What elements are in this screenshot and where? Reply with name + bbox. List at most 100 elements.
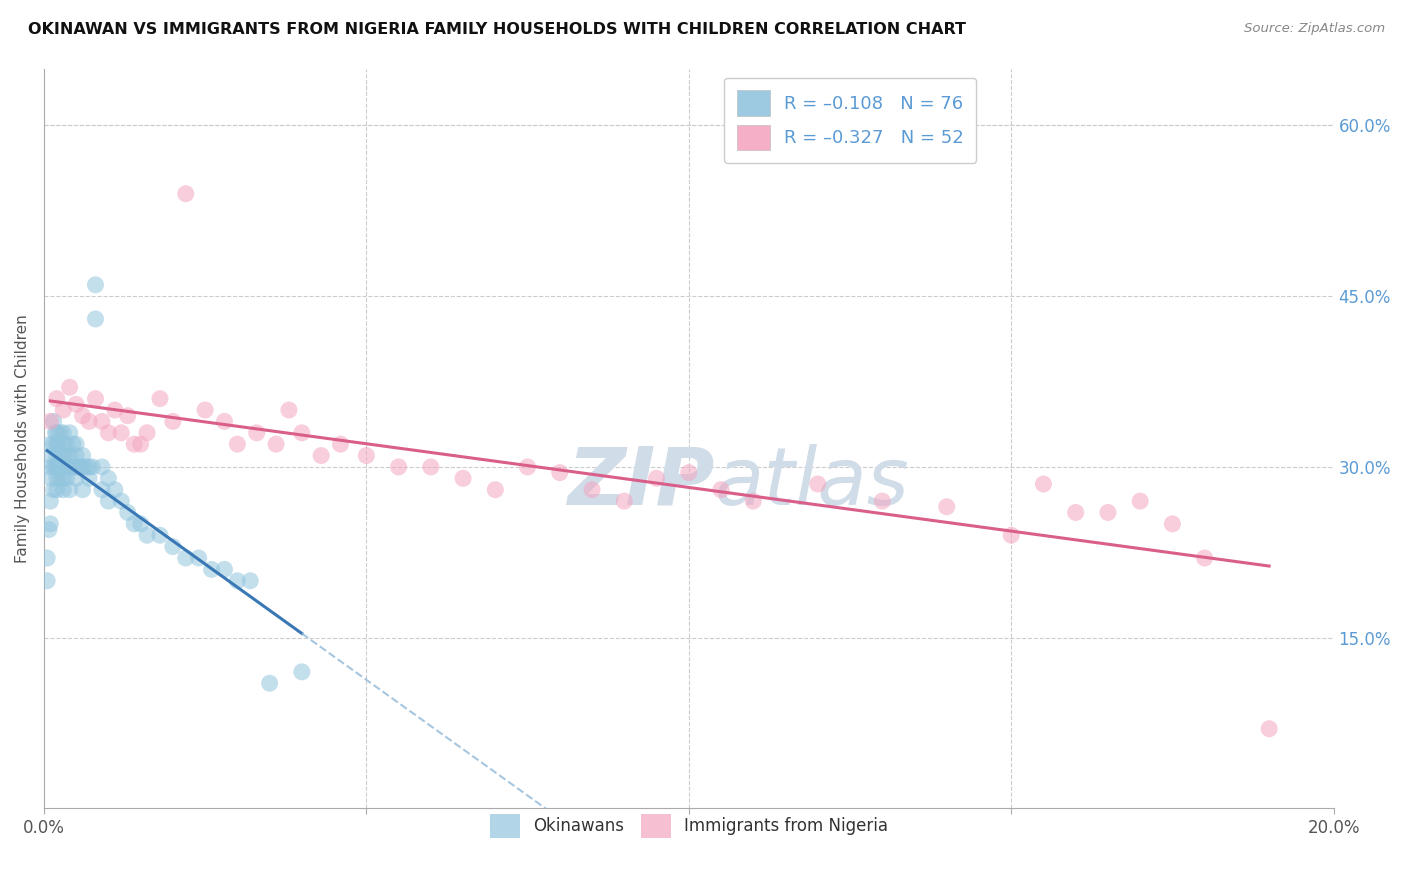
Point (45, 449, 67, 463)
Point (1064, 506, 1087, 520)
Point (136, 528, 159, 542)
Point (149, 392, 172, 406)
Point (90, 459, 112, 474)
Point (419, 459, 441, 474)
Point (742, 494, 765, 508)
Point (77, 471, 100, 485)
Point (46, 437, 69, 451)
Point (90, 483, 112, 497)
Point (1129, 494, 1152, 508)
Point (264, 437, 287, 451)
Point (935, 500, 957, 514)
Point (613, 494, 636, 508)
Point (67, 459, 90, 474)
Point (59, 459, 82, 474)
Point (356, 449, 378, 463)
Point (214, 414, 236, 428)
Point (72, 409, 94, 423)
Point (55, 449, 77, 463)
Point (214, 562, 236, 576)
Point (239, 574, 262, 588)
Point (38, 523, 60, 537)
Point (72, 449, 94, 463)
Point (52, 449, 75, 463)
Point (45, 471, 67, 485)
Point (129, 516, 152, 531)
Point (72, 483, 94, 497)
Point (59, 380, 82, 394)
Point (226, 437, 249, 451)
Point (65, 459, 87, 474)
Text: atlas: atlas (714, 444, 910, 522)
Point (52, 437, 75, 451)
Point (117, 506, 139, 520)
Point (72, 459, 94, 474)
Point (174, 186, 197, 201)
Point (65, 471, 87, 485)
Point (162, 414, 184, 428)
Point (149, 528, 172, 542)
Y-axis label: Family Households with Children: Family Households with Children (15, 314, 30, 563)
Point (97, 494, 120, 508)
Point (309, 449, 332, 463)
Point (45, 437, 67, 451)
Point (187, 551, 209, 566)
Point (39, 516, 62, 531)
Point (129, 437, 152, 451)
Point (484, 483, 506, 497)
Point (77, 414, 100, 428)
Point (62, 459, 84, 474)
Point (82, 459, 104, 474)
Point (200, 562, 222, 576)
Point (42, 437, 65, 451)
Point (55, 437, 77, 451)
Point (45, 483, 67, 497)
Point (259, 676, 281, 690)
Point (59, 449, 82, 463)
Point (387, 459, 409, 474)
Point (122, 516, 145, 531)
Point (104, 483, 127, 497)
Point (122, 437, 145, 451)
Point (97, 425, 120, 440)
Text: ZIP: ZIP (567, 444, 714, 522)
Point (678, 466, 700, 480)
Point (53, 459, 76, 474)
Point (44, 459, 66, 474)
Point (45, 459, 67, 474)
Point (55, 471, 77, 485)
Point (329, 437, 352, 451)
Point (77, 459, 100, 474)
Point (645, 471, 668, 485)
Point (104, 403, 127, 417)
Point (41, 471, 63, 485)
Point (291, 665, 314, 679)
Point (581, 483, 603, 497)
Point (136, 425, 159, 440)
Point (45, 425, 67, 440)
Point (807, 477, 830, 491)
Point (37, 551, 59, 566)
Point (117, 409, 139, 423)
Point (59, 483, 82, 497)
Point (278, 403, 301, 417)
Point (194, 403, 217, 417)
Point (1258, 722, 1281, 736)
Point (42, 483, 65, 497)
Point (97, 471, 120, 485)
Point (710, 483, 733, 497)
Point (52, 459, 75, 474)
Point (110, 494, 132, 508)
Point (42, 459, 65, 474)
Point (110, 425, 132, 440)
Point (548, 466, 571, 480)
Text: Source: ZipAtlas.com: Source: ZipAtlas.com (1244, 22, 1385, 36)
Point (162, 540, 184, 554)
Point (42, 414, 65, 428)
Point (84, 312, 107, 326)
Point (65, 397, 87, 411)
Point (226, 574, 249, 588)
Point (174, 551, 197, 566)
Point (84, 277, 107, 292)
Point (90, 414, 112, 428)
